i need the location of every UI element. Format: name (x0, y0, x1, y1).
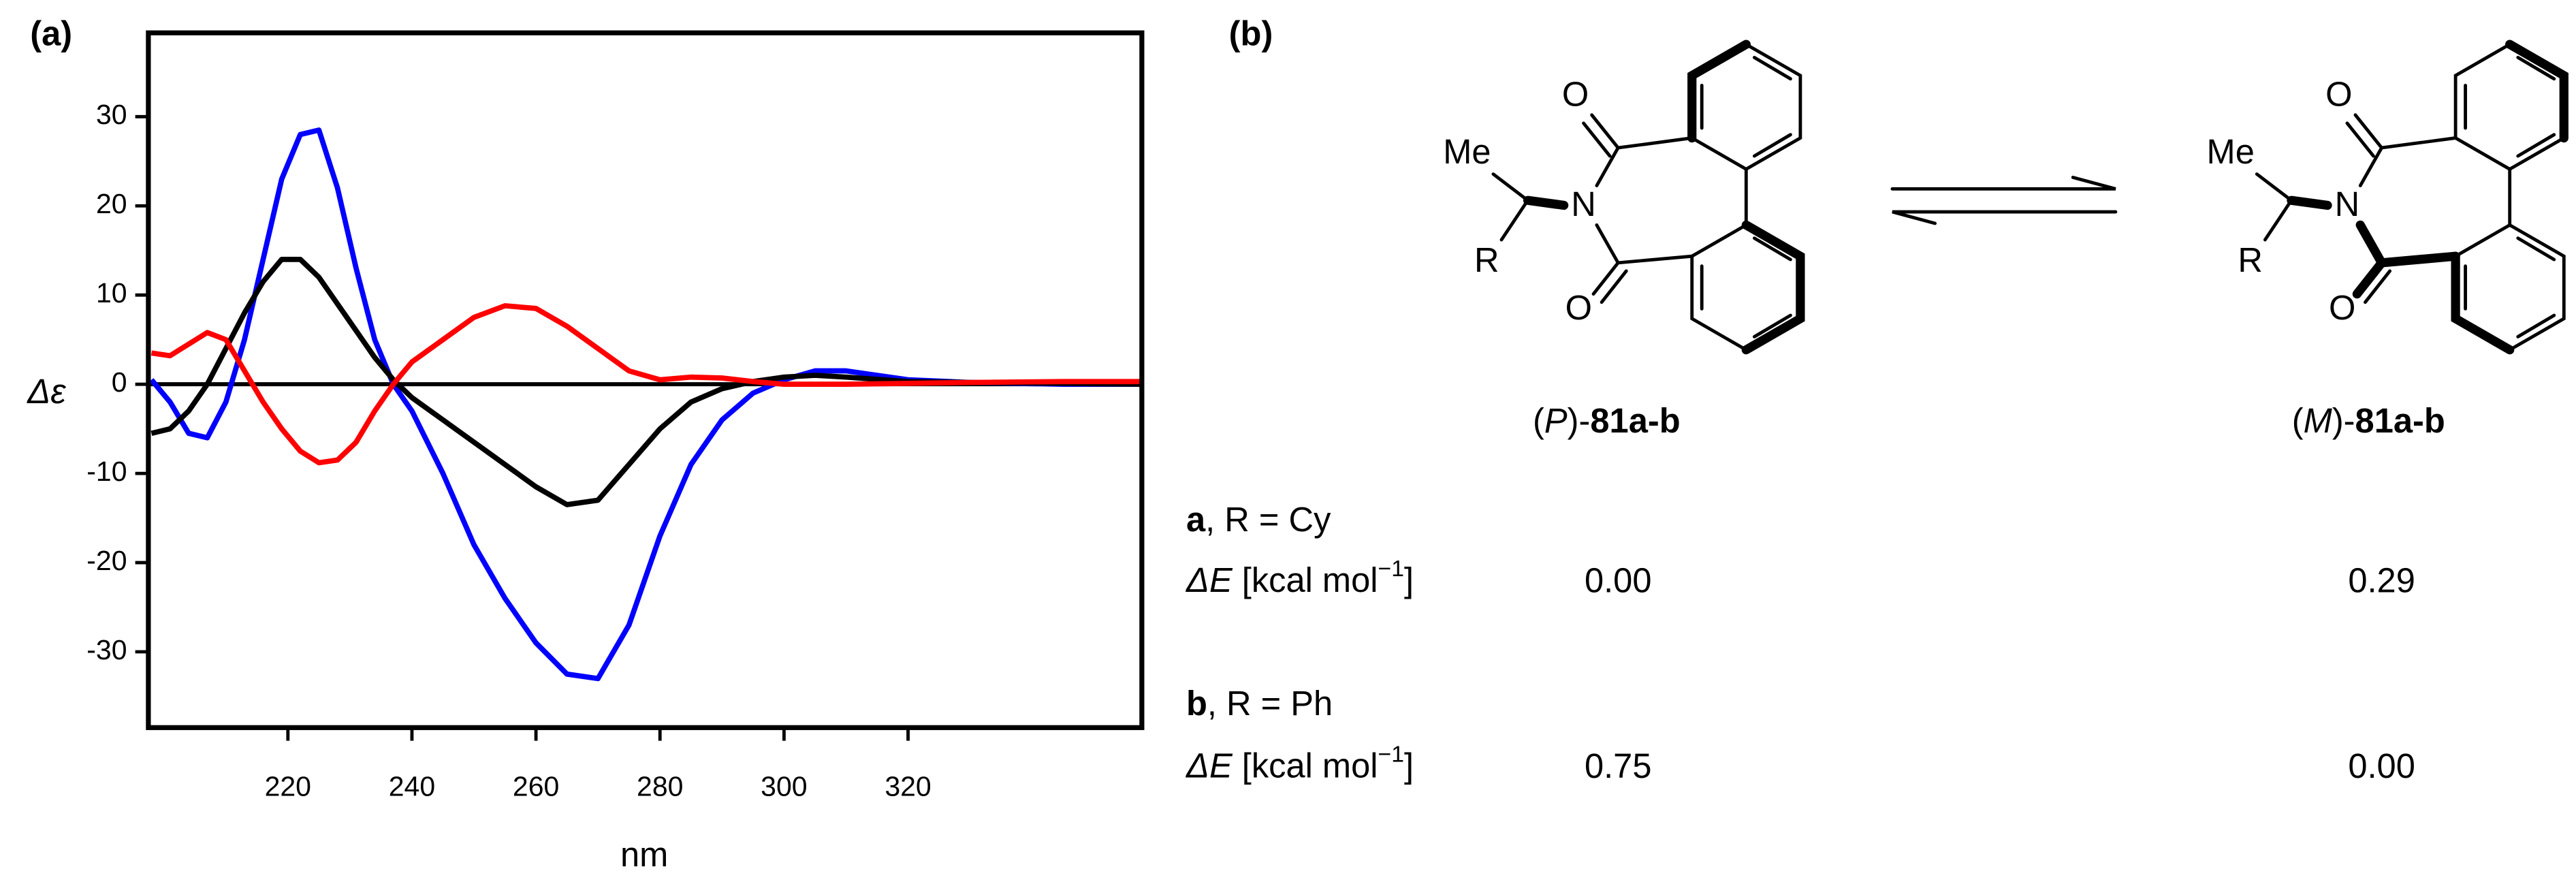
atom: Me (2207, 132, 2255, 171)
panel-label: (b) (1229, 14, 1273, 52)
y-axis-label: Δε (27, 372, 66, 411)
compound-row: b, R = Ph (1186, 684, 1333, 723)
substituent: , R = Cy (1205, 500, 1331, 539)
compound-id: b (1186, 684, 1207, 723)
x-tick-label: 280 (637, 770, 683, 802)
bold-bond (2451, 40, 2569, 355)
molecule: Me N O O R (2207, 40, 2569, 355)
x-tick-label: 300 (761, 770, 807, 802)
plot-frame (146, 30, 1145, 730)
y-tick-label: 20 (96, 188, 127, 219)
series-line (150, 303, 1144, 466)
label-part: ] (1404, 561, 1414, 599)
caption-part: M (2304, 402, 2333, 441)
atom: O (2329, 288, 2355, 327)
cd-plot: 30 20 10 0 -10 -20 -30 220 240 260 280 300 320 (86, 30, 1145, 802)
energy-label: ΔE [kcal mol−1] (1186, 556, 1414, 600)
compound-caption: (P)-81a-b (1533, 402, 1681, 441)
y-tick-label: 30 (96, 99, 127, 130)
y-tick-label: 10 (96, 277, 127, 309)
caption-part: )- (2332, 402, 2355, 441)
energy-label: ΔE [kcal mol−1] (1186, 741, 1414, 785)
energy-value: 0.75 (1585, 746, 1652, 785)
series-line (150, 256, 1144, 507)
x-tick-label: 320 (885, 770, 931, 802)
label-part: −1 (1378, 556, 1404, 582)
x-tick-label: 220 (265, 770, 311, 802)
energy-value: 0.00 (2348, 746, 2415, 785)
x-tick-label: 260 (513, 770, 559, 802)
double-bond (2364, 269, 2392, 304)
x-tick-label: 240 (389, 770, 435, 802)
compound-caption: (M)-81a-b (2292, 402, 2445, 441)
label-part: [kcal mol (1233, 561, 1378, 599)
y-tick-label: -10 (86, 456, 127, 487)
label-part: ] (1404, 746, 1414, 785)
y-tick-label: -20 (86, 545, 127, 576)
atom: N (2335, 185, 2360, 223)
caption-part: )- (1568, 402, 1591, 441)
equilibrium-arrows (1890, 176, 2118, 225)
caption-part: 81a-b (2355, 402, 2445, 441)
atom: Me (1443, 132, 1491, 171)
label-part: [kcal mol (1233, 746, 1378, 785)
atom: R (1474, 240, 1499, 279)
label-part: −1 (1378, 741, 1404, 767)
wedge-bond (1523, 195, 1569, 210)
x-axis-label: nm (620, 835, 668, 874)
bold-bond (1687, 40, 1805, 355)
atom: R (2238, 240, 2263, 279)
aromatic-bond (2464, 55, 2556, 338)
energy-value: 0.00 (1585, 561, 1652, 599)
compound-id: a (1186, 500, 1206, 539)
label-part: ΔE (1186, 561, 1233, 599)
atom: O (1565, 288, 1592, 327)
label-part: ΔE (1186, 746, 1233, 785)
double-bond (2352, 258, 2387, 299)
caption-part: ( (1533, 402, 1544, 441)
caption-part: 81a-b (1590, 402, 1680, 441)
double-bond (1582, 113, 1628, 304)
y-tick-label: -30 (86, 634, 127, 665)
atom: O (2325, 75, 2352, 114)
caption-part: P (1544, 402, 1568, 441)
compound-row: a, R = Cy (1186, 500, 1331, 539)
double-bond (2345, 113, 2384, 158)
y-tick-label: 0 (112, 366, 127, 398)
panel-label: (a) (30, 14, 72, 52)
aromatic-bond (1700, 55, 1792, 338)
atom: N (1571, 185, 1596, 223)
atom: O (1562, 75, 1589, 114)
caption-part: ( (2292, 402, 2304, 441)
substituent: , R = Ph (1207, 684, 1333, 723)
molecule: Me N O O R (1443, 40, 1805, 355)
energy-value: 0.29 (2348, 561, 2415, 599)
